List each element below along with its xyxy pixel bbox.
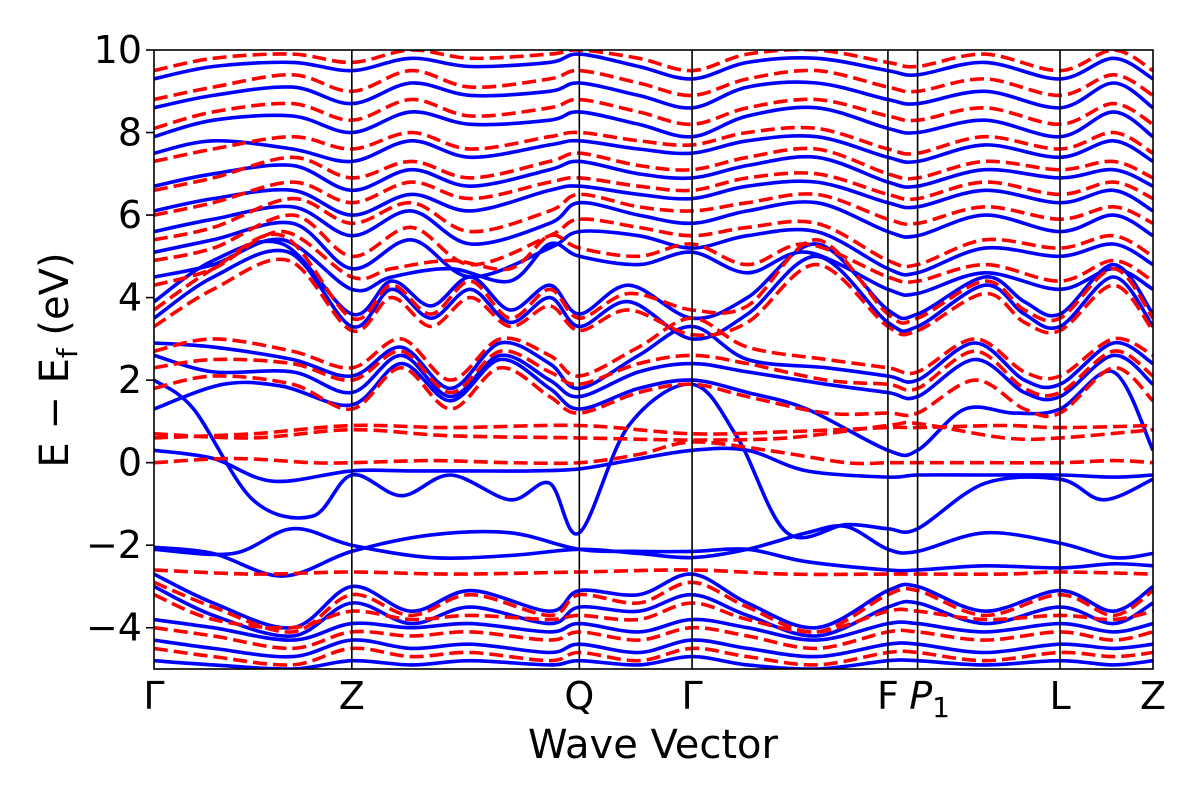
dashed-band-16: [154, 68, 1153, 102]
x-tick-label-5: P1: [909, 674, 950, 724]
y-tick-label-2: 0: [118, 441, 142, 485]
x-tick-label-3: Γ: [681, 674, 702, 718]
dashed-band-18: [154, 580, 1153, 634]
x-tick-label-6: L: [1049, 674, 1070, 718]
dashed-band-10: [154, 213, 1153, 269]
y-tick-label-5: 6: [118, 193, 142, 237]
dashed-band-14: [154, 125, 1153, 164]
solid-band-13: [154, 154, 1153, 193]
y-axis-label: E − Ef (eV): [32, 252, 84, 467]
solid-band-14: [154, 133, 1153, 165]
solid-band-1: [154, 524, 1153, 560]
dashed-band-1: [154, 423, 1153, 440]
x-tick-label-2: Q: [564, 674, 594, 718]
dashed-band-4: [154, 365, 1153, 419]
solid-band-12: [154, 179, 1153, 217]
solid-band-15: [154, 105, 1153, 139]
dashed-band-0: [154, 568, 1153, 577]
solid-band-11: [154, 200, 1153, 246]
y-tick-label-6: 8: [118, 111, 142, 155]
x-tick-label-4: F: [877, 674, 899, 718]
y-tick-label-3: 2: [118, 358, 142, 402]
band-lines: [154, 50, 1153, 669]
solid-band-21: [154, 638, 1153, 659]
dashed-band-20: [154, 625, 1153, 651]
kpoint-separators: [351, 50, 1061, 669]
solid-band-9: [154, 237, 1153, 297]
y-tick-label-1: −2: [86, 523, 142, 567]
y-tick-label-0: −4: [86, 606, 142, 650]
y-axis-ticks: −4 −2 0 2 4 6 8 10: [86, 28, 154, 650]
dashed-band-9: [154, 229, 1153, 287]
dashed-band-17: [154, 50, 1153, 73]
y-tick-label-4: 4: [118, 276, 142, 320]
dashed-band-6: [154, 316, 1153, 382]
x-axis-label: Wave Vector: [528, 722, 779, 768]
plot-frame: [153, 49, 1154, 670]
solid-band-22: [154, 654, 1153, 669]
dashed-band-13: [154, 146, 1153, 193]
solid-band-2: [154, 446, 1153, 484]
dashed-band-5: [154, 349, 1153, 398]
x-tick-label-0: Γ: [143, 674, 164, 718]
solid-band-18: [154, 572, 1153, 630]
x-axis-ticks: Γ Z Q Γ F P1 L Z: [143, 674, 1166, 724]
x-tick-label-1: Z: [339, 674, 365, 718]
solid-band-17: [154, 52, 1153, 81]
dashed-band-3: [154, 440, 1153, 466]
x-tick-label-7: Z: [1140, 674, 1166, 718]
solid-band-4: [154, 357, 1153, 458]
solid-band-6: [154, 324, 1153, 391]
solid-band-5: [154, 353, 1153, 402]
solid-band-19: [154, 584, 1153, 638]
dashed-band-15: [154, 97, 1153, 131]
dashed-band-21: [154, 646, 1153, 667]
solid-band-10: [154, 220, 1153, 279]
y-tick-label-7: 10: [94, 28, 142, 72]
dashed-band-11: [154, 192, 1153, 242]
dashed-band-2: [154, 420, 1153, 442]
solid-band-16: [154, 80, 1153, 110]
dashed-band-19: [154, 593, 1153, 634]
solid-band-3: [154, 378, 1153, 540]
solid-band-20: [154, 617, 1153, 642]
